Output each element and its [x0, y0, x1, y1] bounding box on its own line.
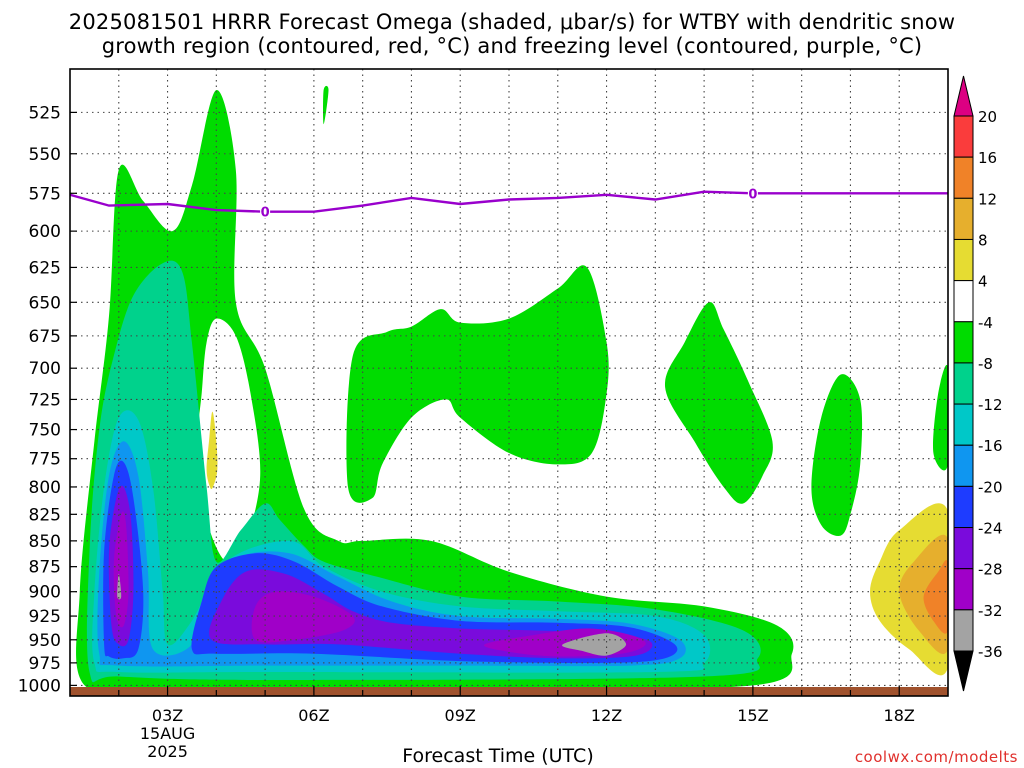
y-tick-label: 900 — [29, 583, 61, 603]
colorbar-top-triangle — [953, 75, 974, 117]
y-tick-label: 750 — [29, 421, 61, 441]
colorbar-label: -24 — [978, 520, 1003, 538]
y-tick-label: 725 — [29, 390, 61, 410]
colorbar-segment — [953, 362, 974, 405]
freezing-level-line — [70, 190, 948, 213]
colorbar-segment — [953, 156, 974, 199]
omega-region-3 — [811, 374, 863, 537]
colorbar-label: -8 — [978, 355, 993, 373]
colorbar-label: 8 — [978, 231, 988, 249]
colorbar-segment — [953, 115, 974, 158]
omega-shading — [76, 85, 948, 694]
omega-region-19 — [206, 411, 218, 490]
x-tick-label: 15Z — [737, 706, 768, 725]
colorbar-segment — [953, 238, 974, 282]
y-tick-label: 575 — [29, 184, 61, 204]
y-tick-label: 650 — [29, 293, 61, 313]
colorbar-label: 4 — [978, 273, 988, 291]
omega-region-2 — [664, 302, 773, 504]
credit-link[interactable]: coolwx.com/modelts — [854, 748, 1018, 766]
omega-region-5 — [323, 85, 329, 125]
y-tick-label: 950 — [29, 631, 61, 651]
colorbar-label: -20 — [978, 478, 1003, 496]
colorbar-label: -28 — [978, 561, 1003, 579]
x-axis-title: Forecast Time (UTC) — [402, 745, 594, 767]
colorbar-segment — [953, 444, 974, 487]
y-tick-label: 625 — [29, 258, 61, 278]
colorbar-label: -12 — [978, 396, 1003, 414]
freezing-label-bg — [747, 185, 758, 201]
y-tick-label: 775 — [29, 450, 61, 470]
colorbar: 20 16 12 8 4 -4 -8 -12 -16 -20 -24 -28 -32 -36 — [953, 75, 1003, 692]
colorbar-segment — [953, 403, 974, 446]
y-tick-label: 1000 — [18, 676, 61, 696]
omega-region-18 — [562, 633, 627, 656]
colorbar-label: -32 — [978, 602, 1003, 620]
colorbar-segment — [953, 485, 974, 529]
colorbar-label: -36 — [978, 643, 1003, 661]
colorbar-segment — [953, 321, 974, 364]
x-tick-label: 12Z — [591, 706, 622, 725]
colorbar-segment — [953, 280, 974, 323]
y-tick-label: 850 — [29, 532, 61, 552]
omega-region-4 — [933, 365, 948, 471]
colorbar-bottom-triangle — [953, 650, 974, 692]
freezing-level-contour: 00 — [70, 185, 948, 221]
y-tick-label: 600 — [29, 222, 61, 242]
x-tick-label: 03Z — [152, 706, 183, 725]
omega-region-1 — [346, 265, 609, 503]
y-axis: 525 550 575 600 625 650 675 700 725 750 775 800 825 8… — [18, 103, 77, 696]
y-tick-label: 550 — [29, 145, 61, 165]
y-tick-label: 825 — [29, 505, 61, 525]
chart-title-line1: 2025081501 HRRR Forecast Omega (shaded, … — [68, 10, 956, 34]
gridlines — [70, 69, 948, 696]
freezing-level-label: 0 — [261, 206, 270, 221]
y-tick-label: 925 — [29, 607, 61, 627]
freezing-level-label: 0 — [748, 187, 757, 202]
y-tick-label: 700 — [29, 359, 61, 379]
y-tick-label: 800 — [29, 478, 61, 498]
x-tick-label: 06Z — [298, 706, 329, 725]
colorbar-segment — [953, 527, 974, 570]
date-label: 15AUG — [140, 724, 195, 743]
omega-region-6 — [196, 318, 261, 563]
x-tick-label: 18Z — [884, 706, 915, 725]
colorbar-label: 12 — [978, 190, 997, 208]
y-tick-label: 975 — [29, 654, 61, 674]
y-tick-label: 875 — [29, 558, 61, 578]
y-tick-label: 525 — [29, 103, 61, 123]
colorbar-label: 20 — [978, 108, 997, 126]
colorbar-segment — [953, 197, 974, 240]
colorbar-segment — [953, 568, 974, 611]
date-label: 2025 — [147, 742, 188, 761]
chart-title-line2: growth region (contoured, red, °C) and f… — [101, 34, 923, 58]
omega-region-14 — [113, 511, 129, 628]
omega-region-22 — [923, 559, 948, 634]
colorbar-segment — [953, 609, 974, 652]
y-tick-label: 675 — [29, 327, 61, 347]
freezing-label-bg — [260, 203, 271, 219]
colorbar-label: 16 — [978, 149, 997, 167]
colorbar-label: -4 — [978, 314, 993, 332]
x-tick-label: 09Z — [445, 706, 476, 725]
colorbar-label: -16 — [978, 437, 1003, 455]
omega-region-15 — [251, 591, 355, 643]
